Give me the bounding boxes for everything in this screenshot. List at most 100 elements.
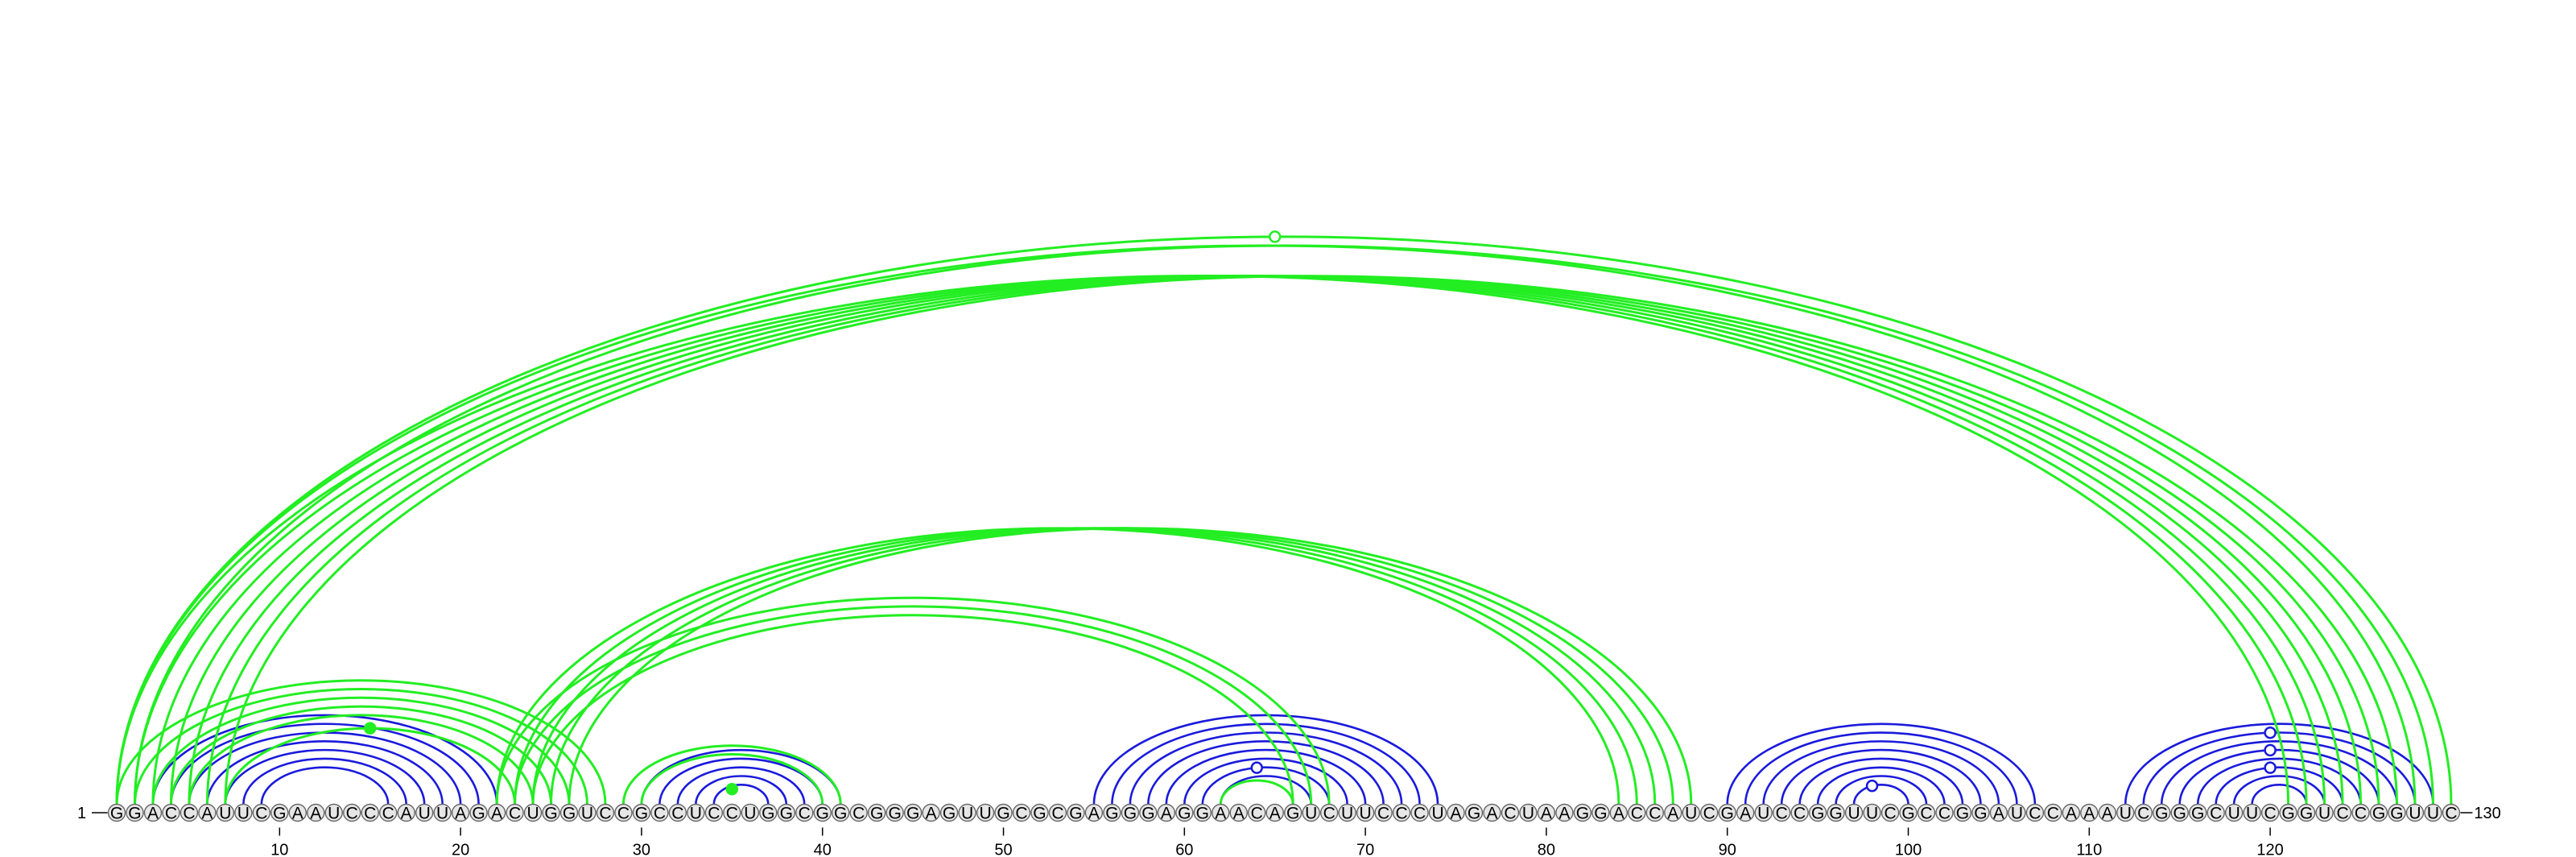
- nucleotide-98: U: [1866, 805, 1878, 823]
- nucleotide-74: U: [1431, 805, 1443, 823]
- blue-arc-95-102: [1816, 766, 1946, 805]
- marker-green-15-0: [363, 722, 377, 735]
- nucleotide-57: G: [1124, 805, 1137, 823]
- green-arc-2-129: [133, 244, 2434, 805]
- nucleotide-circle-79: [1519, 803, 1538, 822]
- nucleotide-1: G: [110, 805, 123, 823]
- nucleotide-114: G: [2155, 805, 2168, 823]
- nucleotide-circle-33: [687, 803, 705, 822]
- nucleotide-circle-14: [343, 803, 361, 822]
- nucleotide-circle-94: [1790, 803, 1809, 822]
- nucleotide-62: A: [1215, 805, 1226, 823]
- green-arc-1-130: [115, 235, 2453, 805]
- blue-arc-116-125: [2196, 757, 2362, 805]
- blue-arc-90-107: [1726, 722, 2037, 805]
- nucleotide-118: U: [2228, 805, 2240, 823]
- green-arc-7-127: [224, 275, 2398, 805]
- tick-label-60: 60: [1175, 842, 1193, 857]
- blue-arc-115-126: [2178, 748, 2380, 805]
- nucleotide-109: A: [2066, 805, 2077, 823]
- blue-arc-3-22: [151, 714, 498, 805]
- nucleotide-108: C: [2047, 805, 2059, 823]
- nucleotide-circle-8: [234, 803, 253, 822]
- nucleotide-90: G: [1721, 805, 1734, 823]
- nucleotide-circle-70: [1356, 803, 1375, 822]
- nucleotide-circle-47: [939, 803, 959, 822]
- nucleotide-125: C: [2355, 805, 2367, 823]
- blue-arc-8-17: [242, 757, 407, 805]
- nucleotide-circle-130: [2442, 803, 2461, 822]
- nucleotide-11: A: [292, 805, 303, 823]
- nucleotide-112: U: [2120, 805, 2132, 823]
- nucleotide-circle-87: [1664, 803, 1682, 822]
- nucleotide-circle-116: [2188, 803, 2207, 822]
- nucleotide-49: U: [979, 805, 991, 823]
- nucleotide-circle-92: [1754, 803, 1773, 822]
- nucleotide-circle-75: [1447, 803, 1465, 822]
- nucleotide-circle-6: [198, 803, 217, 822]
- nucleotide-21: G: [472, 805, 485, 823]
- nucleotide-52: G: [1033, 805, 1046, 823]
- end-label: 130: [2474, 805, 2500, 822]
- nucleotide-circle-16: [379, 803, 398, 822]
- nucleotide-circle-30: [632, 803, 651, 822]
- nucleotide-119: U: [2246, 805, 2258, 823]
- nucleotide-77: A: [1486, 805, 1497, 823]
- nucleotide-36: U: [744, 805, 756, 823]
- nucleotide-circle-82: [1573, 803, 1592, 822]
- nucleotide-13: U: [328, 805, 340, 823]
- nucleotide-30: G: [635, 805, 648, 823]
- tick-label-10: 10: [270, 842, 288, 857]
- nucleotide-123: U: [2318, 805, 2330, 823]
- nucleotide-circle-114: [2153, 803, 2171, 822]
- nucleotide-24: U: [526, 805, 539, 823]
- nucleotide-89: C: [1703, 805, 1715, 823]
- nucleotide-66: G: [1286, 805, 1299, 823]
- green-arc-2-27: [133, 688, 588, 805]
- nucleotide-20: A: [455, 805, 466, 823]
- nucleotide-41: G: [834, 805, 847, 823]
- nucleotide-circle-56: [1103, 803, 1121, 822]
- nucleotide-54: G: [1069, 805, 1082, 823]
- nucleotide-circle-124: [2333, 803, 2352, 822]
- nucleotide-circle-57: [1121, 803, 1140, 822]
- nucleotide-84: A: [1613, 805, 1624, 823]
- nucleotide-circle-7: [216, 803, 235, 822]
- green-arc-1-28: [115, 679, 607, 805]
- nucleotide-circle-129: [2424, 803, 2442, 822]
- nucleotide-circle-24: [523, 803, 543, 822]
- nucleotide-42: C: [852, 805, 865, 823]
- nucleotide-93: C: [1776, 805, 1788, 823]
- blue-arc-112-129: [2124, 722, 2434, 805]
- nucleotide-circle-96: [1827, 803, 1845, 822]
- nucleotide-circle-35: [723, 803, 741, 822]
- nucleotide-51: C: [1015, 805, 1027, 823]
- nucleotide-6: A: [201, 805, 213, 823]
- nucleotide-127: G: [2390, 805, 2403, 823]
- blue-arc-93-104: [1780, 748, 1982, 805]
- nucleotide-39: C: [799, 805, 811, 823]
- blue-arc-61-68: [1201, 766, 1331, 805]
- nucleotide-80: A: [1541, 805, 1552, 823]
- nucleotide-circle-98: [1863, 803, 1881, 822]
- blue-arc-114-127: [2160, 740, 2398, 805]
- nucleotide-87: A: [1667, 805, 1678, 823]
- nucleotide-circle-31: [650, 803, 669, 822]
- nucleotide-37: G: [762, 805, 774, 823]
- tick-label-80: 80: [1538, 842, 1555, 857]
- nucleotide-circle-28: [596, 803, 615, 822]
- nucleotide-circle-5: [180, 803, 199, 822]
- nucleotide-circle-32: [668, 803, 687, 822]
- nucleotide-26: G: [563, 805, 576, 823]
- nucleotide-15: C: [364, 805, 376, 823]
- nucleotide-circle-109: [2062, 803, 2081, 822]
- nucleotide-circle-125: [2351, 803, 2370, 822]
- nucleotide-circle-34: [704, 803, 724, 822]
- nucleotide-circle-88: [1682, 803, 1700, 822]
- nucleotide-56: G: [1105, 805, 1118, 823]
- nucleotide-63: A: [1233, 805, 1245, 823]
- nucleotide-circle-38: [777, 803, 795, 822]
- nucleotide-circle-67: [1302, 803, 1320, 822]
- nucleotide-circle-27: [578, 803, 597, 822]
